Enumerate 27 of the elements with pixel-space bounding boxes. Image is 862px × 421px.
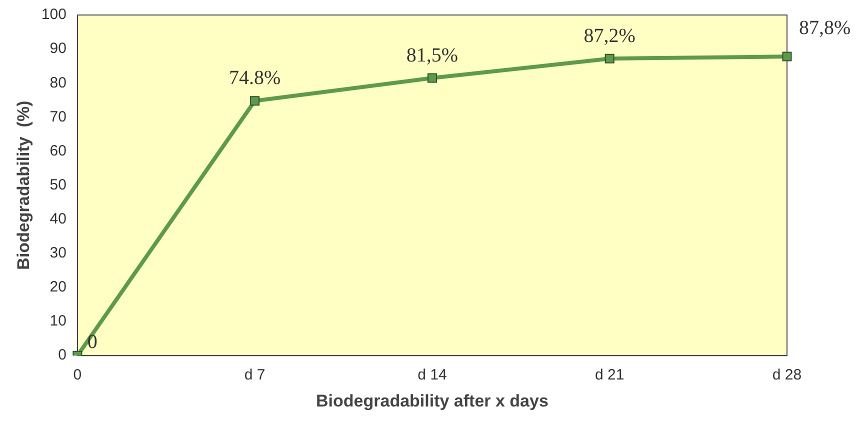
data-label: 74.8%: [228, 67, 281, 90]
x-tick-label: d 21: [595, 366, 624, 384]
data-label: 87,2%: [584, 24, 636, 47]
y-tick-label: 0: [58, 346, 66, 364]
y-tick-label: 80: [50, 74, 66, 92]
y-tick-label: 70: [50, 108, 66, 126]
x-tick-label: d 28: [772, 366, 802, 384]
y-tick-label: 10: [50, 312, 66, 330]
y-tick-label: 40: [50, 210, 66, 228]
point: [604, 54, 614, 64]
x-tick-label: d 14: [418, 366, 447, 384]
y-tick-label: 100: [41, 6, 66, 24]
data-label: 87,8%: [799, 16, 851, 39]
data-label: 81,5%: [406, 44, 458, 66]
x-tick-label: 0: [73, 366, 82, 384]
y-tick-label: 90: [50, 40, 66, 58]
y-tick-label: 50: [50, 176, 66, 194]
y-tick-label: 30: [50, 244, 66, 262]
point: [427, 73, 437, 83]
y-axis-title: Biodegradability (%): [14, 100, 33, 270]
point: [250, 96, 260, 106]
y-tick-label: 60: [50, 142, 66, 160]
x-tick-label: d 7: [244, 366, 266, 384]
data-label: 0: [87, 330, 98, 353]
x-axis-title: Biodegradability after x days: [316, 391, 548, 410]
point: [782, 52, 792, 62]
y-tick-label: 20: [50, 278, 66, 296]
